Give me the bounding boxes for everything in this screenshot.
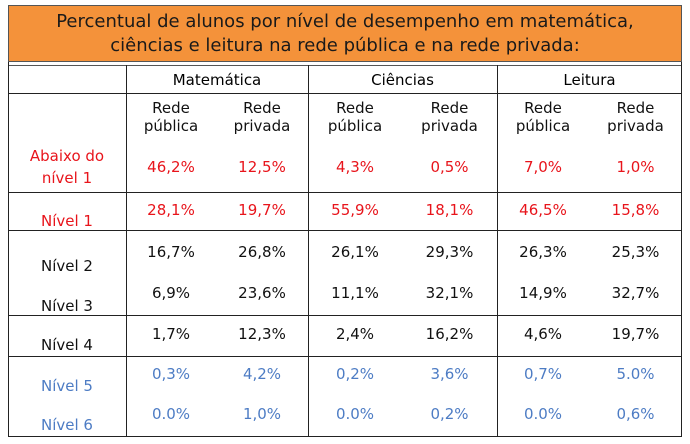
table-cell: 32,7% (611, 284, 660, 302)
table-cell: 3,6% (430, 365, 469, 383)
table-cell: 5.0% (616, 365, 655, 383)
table-cell: 4,6% (523, 325, 563, 343)
table-cell: 46,5% (519, 201, 567, 219)
grid-line (126, 65, 127, 437)
subheader-publica-mat: Rede pública (126, 99, 216, 135)
table-cell: 1,0% (616, 158, 655, 176)
table-cell: 46,2% (147, 158, 195, 176)
table-cell: 2,4% (335, 325, 375, 343)
table-cell: 4,3% (335, 158, 375, 176)
grid-line (8, 230, 682, 231)
table-cell: 28,1% (147, 201, 195, 219)
title-line-2: ciências e leitura na rede pública e na … (110, 35, 580, 56)
table-cell: 32,1% (425, 284, 474, 302)
subheader-line: Rede (430, 99, 469, 117)
row-label-nivel-5: Nível 5 (41, 377, 93, 395)
row-label-nivel-4: Nível 4 (41, 336, 93, 354)
table-cell: 18,1% (425, 201, 474, 219)
table-cell: 14,9% (519, 284, 567, 302)
group-header-ciencias: Ciências (371, 71, 434, 89)
table-cell: 1,7% (151, 325, 191, 343)
table-cell: 12,3% (238, 325, 286, 343)
grid-line (8, 356, 682, 357)
table-cell: 23,6% (238, 284, 286, 302)
table-cell: 0,3% (151, 365, 191, 383)
subheader-line: privada (607, 117, 664, 135)
subheader-privada-cie: Rede privada (402, 99, 497, 135)
grid-line (8, 65, 682, 66)
table-cell: 16,7% (147, 243, 195, 261)
grid-line (8, 62, 9, 437)
subheader-line: pública (143, 117, 199, 135)
table-cell: 25,3% (611, 243, 660, 261)
subheader-line: Rede (616, 99, 655, 117)
table-cell: 4,2% (242, 365, 282, 383)
row-label-nivel-3: Nível 3 (41, 297, 93, 315)
table-title: Percentual de alunos por nível de desemp… (8, 5, 682, 62)
row-label-nivel-2: Nível 2 (41, 257, 93, 275)
table-cell: 0.0% (335, 405, 375, 423)
group-header-matematica: Matemática (172, 71, 262, 89)
subheader-line: privada (233, 117, 291, 135)
grid-line (497, 65, 498, 437)
data-table: Percentual de alunos por nível de desemp… (8, 5, 682, 437)
table-cell: 15,8% (611, 201, 660, 219)
table-cell: 0,7% (523, 365, 563, 383)
title-line-1: Percentual de alunos por nível de desemp… (56, 11, 634, 32)
subheader-line: pública (515, 117, 571, 135)
subheader-line: Rede (336, 99, 374, 117)
subheader-line: privada (421, 117, 478, 135)
row-label-abaixo-nivel-1: Abaixo do nível 1 (8, 145, 126, 189)
grid-line (681, 62, 682, 437)
table-cell: 1,0% (242, 405, 282, 423)
table-cell: 0,6% (616, 405, 655, 423)
table-cell: 11,1% (331, 284, 379, 302)
row-label-line: nível 1 (41, 169, 93, 187)
table-cell: 29,3% (425, 243, 474, 261)
table-cell: 26,3% (519, 243, 567, 261)
grid-line (8, 93, 682, 94)
table-cell: 0.0% (151, 405, 191, 423)
grid-line (308, 65, 309, 437)
table-cell: 0,2% (335, 365, 375, 383)
table-cell: 16,2% (425, 325, 474, 343)
subheader-line: Rede (152, 99, 190, 117)
grid-line (8, 192, 682, 193)
row-label-nivel-1: Nível 1 (41, 212, 93, 230)
table-cell: 0,5% (430, 158, 469, 176)
row-label-line: Abaixo do (29, 147, 105, 165)
table-cell: 0.0% (523, 405, 563, 423)
grid-line (8, 436, 682, 437)
subheader-line: pública (327, 117, 383, 135)
subheader-line: Rede (524, 99, 562, 117)
row-label-nivel-6: Nível 6 (41, 416, 93, 434)
table-cell: 12,5% (238, 158, 286, 176)
group-header-leitura: Leitura (563, 71, 616, 89)
subheader-publica-cie: Rede pública (308, 99, 402, 135)
subheader-privada-lei: Rede privada (589, 99, 682, 135)
table-cell: 0,2% (430, 405, 469, 423)
table-cell: 19,7% (611, 325, 660, 343)
table-cell: 7,0% (523, 158, 563, 176)
subheader-publica-lei: Rede pública (497, 99, 589, 135)
table-cell: 26,8% (238, 243, 286, 261)
subheader-privada-mat: Rede privada (216, 99, 308, 135)
table-cell: 19,7% (238, 201, 286, 219)
table-cell: 6,9% (151, 284, 191, 302)
subheader-line: Rede (243, 99, 281, 117)
table-cell: 26,1% (331, 243, 379, 261)
grid-line (8, 315, 682, 316)
table-cell: 55,9% (331, 201, 379, 219)
